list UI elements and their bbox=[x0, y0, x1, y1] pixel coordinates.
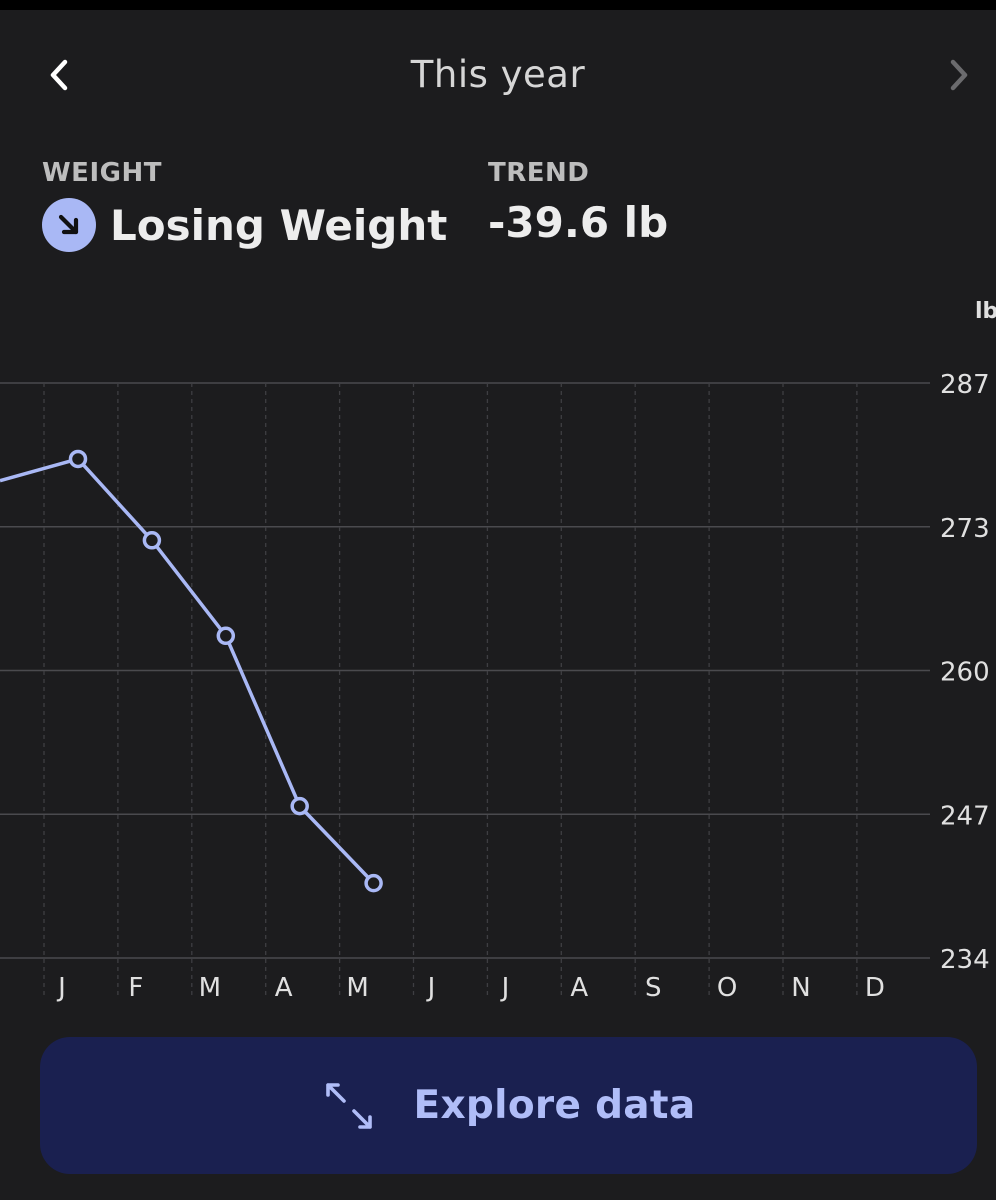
trend-stat: TREND -39.6 lb bbox=[488, 158, 668, 247]
trend-value: -39.6 lb bbox=[488, 198, 669, 247]
x-tick-label: S bbox=[645, 973, 662, 1003]
arrow-down-right-icon bbox=[42, 198, 96, 252]
previous-period-button[interactable] bbox=[30, 40, 90, 110]
chevron-right-icon bbox=[950, 59, 968, 91]
x-tick-label: J bbox=[500, 973, 510, 1003]
page-title: This year bbox=[410, 53, 586, 96]
x-tick-label: F bbox=[128, 973, 143, 1003]
weight-line-chart: 287 273 260 247 234 lb J F M A M J J A S O N D bbox=[0, 299, 996, 1003]
trend-label: TREND bbox=[488, 158, 590, 188]
chevron-left-icon bbox=[50, 59, 68, 91]
data-point bbox=[216, 626, 236, 646]
y-tick-label: 287 bbox=[940, 370, 990, 400]
y-tick-label: 247 bbox=[940, 801, 990, 831]
x-tick-label: N bbox=[791, 973, 810, 1003]
y-tick-label: 234 bbox=[940, 945, 990, 975]
data-point bbox=[290, 796, 309, 816]
x-tick-label: J bbox=[426, 973, 436, 1003]
explore-data-label: Explore data bbox=[413, 1083, 696, 1128]
weight-series-line bbox=[0, 457, 375, 885]
y-unit-label: lb bbox=[975, 299, 996, 324]
x-tick-label: A bbox=[570, 973, 588, 1003]
next-period-button[interactable] bbox=[928, 40, 988, 110]
weight-status-text: Losing Weight bbox=[110, 200, 448, 250]
weight-chart[interactable]: 287 273 260 247 234 lb J F M A M J J A S O N D bbox=[0, 290, 996, 1010]
weight-stat: WEIGHT Losing Weight bbox=[42, 158, 447, 252]
x-tick-label: O bbox=[717, 973, 737, 1003]
explore-data-button[interactable]: Explore data bbox=[40, 1037, 977, 1174]
x-tick-label: M bbox=[346, 973, 368, 1003]
status-strip bbox=[0, 0, 996, 10]
summary-stats: WEIGHT Losing Weight TREND -39.6 lb bbox=[0, 158, 996, 258]
x-tick-label: D bbox=[865, 973, 885, 1003]
x-tick-label: J bbox=[56, 973, 66, 1003]
data-point bbox=[364, 873, 383, 893]
weight-label: WEIGHT bbox=[42, 158, 162, 188]
data-point bbox=[68, 449, 88, 469]
y-tick-label: 273 bbox=[940, 514, 990, 544]
expand-arrows-icon bbox=[322, 1079, 376, 1133]
period-header: This year bbox=[0, 40, 996, 110]
x-tick-label: M bbox=[199, 973, 221, 1003]
y-tick-label: 260 bbox=[940, 658, 990, 688]
x-tick-label: A bbox=[275, 973, 293, 1003]
data-point bbox=[142, 531, 162, 550]
weight-status: Losing Weight bbox=[42, 198, 447, 252]
